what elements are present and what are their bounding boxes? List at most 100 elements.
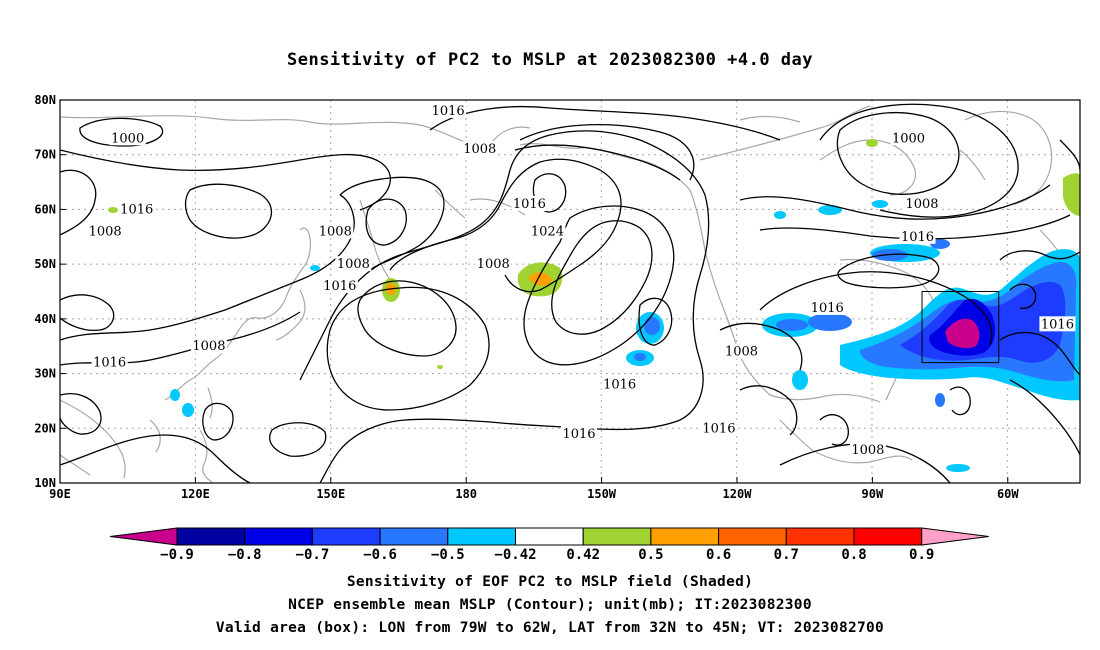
footer-line-1: Sensitivity of EOF PC2 to MSLP field (Sh… xyxy=(346,574,754,590)
lon-label: 60W xyxy=(997,487,1019,501)
lon-label: 180 xyxy=(455,487,477,501)
lat-label: 60N xyxy=(34,202,56,216)
colorbar-label: 0.9 xyxy=(909,547,934,563)
lat-label: 10N xyxy=(34,476,56,490)
colorbar-label: 0.42 xyxy=(566,547,600,563)
map-frame xyxy=(59,99,1081,484)
contour-label-bg xyxy=(809,299,846,315)
colorbar-segment xyxy=(447,527,516,546)
lon-label: 150W xyxy=(587,487,617,501)
contour-label-bg xyxy=(335,256,372,272)
colorbar-label: 0.5 xyxy=(638,547,663,563)
lat-label: 50N xyxy=(34,257,56,271)
contour-label: 1016 xyxy=(120,202,153,217)
contour-label-bg xyxy=(461,141,498,157)
contour-label: 1008 xyxy=(851,443,884,458)
lon-label: 90W xyxy=(862,487,884,501)
colorbar-segment xyxy=(785,527,855,546)
colorbar-segment xyxy=(311,527,381,546)
contour-labels: 1000 1016 1008 1008 1016 1008 1016 1024 1008 1008… xyxy=(87,102,1076,458)
colorbar-segment xyxy=(515,527,584,546)
contour-label-bg xyxy=(904,195,941,211)
contour-label-bg xyxy=(1039,316,1076,332)
contour-label-bg xyxy=(601,376,638,392)
footer-line-2: NCEP ensemble mean MSLP (Contour); unit(… xyxy=(288,597,812,613)
contour-label-bg xyxy=(118,201,155,217)
contour-label-bg xyxy=(561,425,598,441)
contour-label: 1016 xyxy=(811,301,844,316)
contour-label: 1016 xyxy=(603,378,636,393)
contour-label-bg xyxy=(899,228,936,244)
colorbar-label: −0.42 xyxy=(494,547,536,563)
contour-label: 1008 xyxy=(319,224,352,239)
contour-label: 1016 xyxy=(702,421,735,436)
contour-label-bg xyxy=(529,223,566,239)
lat-label: 30N xyxy=(34,367,56,381)
lon-label: 150E xyxy=(316,487,345,501)
latitude-axis: 80N 70N 60N 50N 40N 30N 20N 10N xyxy=(34,93,66,490)
contour-label-bg xyxy=(430,102,467,118)
colorbar-label: −0.7 xyxy=(296,547,330,563)
lat-label: 80N xyxy=(34,93,56,107)
contour-label-bg xyxy=(849,442,886,458)
contour-label-bg xyxy=(890,130,927,146)
colorbar-label: 0.6 xyxy=(706,547,731,563)
contour-label: 1000 xyxy=(892,131,925,146)
contour-label-bg xyxy=(700,420,737,436)
colorbar-label: −0.8 xyxy=(228,547,262,563)
contour-label: 1008 xyxy=(905,197,938,212)
contour-label: 1008 xyxy=(463,142,496,157)
contour-label: 1016 xyxy=(562,427,595,442)
contour-label-bg xyxy=(511,195,548,211)
contour-label: 1016 xyxy=(901,230,934,245)
contour-label: 1008 xyxy=(477,257,510,272)
colorbar-segment xyxy=(853,527,923,546)
contour-label: 1016 xyxy=(323,279,356,294)
longitude-axis: 90E 120E 150E 180 150W 120W 90W 60W xyxy=(49,477,1019,501)
colorbar-segment xyxy=(718,527,787,546)
contour-label: 1016 xyxy=(432,104,465,119)
colorbar-segment xyxy=(650,527,720,546)
sensitivity-shading xyxy=(108,139,1080,472)
contour-label-bg xyxy=(109,130,146,146)
contour-label-bg xyxy=(321,278,358,294)
colorbar-label: 0.8 xyxy=(841,547,866,563)
colorbar-segment xyxy=(244,527,313,546)
contour-label-bg xyxy=(87,223,124,239)
lat-label: 40N xyxy=(34,312,56,326)
lat-label: 20N xyxy=(34,421,56,435)
contour-label: 1024 xyxy=(531,224,564,239)
contour-label: 1016 xyxy=(1041,317,1074,332)
colorbar-label: −0.6 xyxy=(363,547,397,563)
contour-label: 1008 xyxy=(192,339,225,354)
map-area xyxy=(60,100,1080,483)
contour-label-bg xyxy=(91,354,128,370)
colorbar-segment xyxy=(379,527,449,546)
lon-label: 120E xyxy=(181,487,210,501)
footer-line-3: Valid area (box): LON from 79W to 62W, L… xyxy=(215,620,885,636)
lon-label: 90E xyxy=(49,487,71,501)
contour-label-bg xyxy=(190,338,227,354)
colorbar: −0.9 −0.8 −0.7 −0.6 −0.5 −0.42 0.42 0.5 0.6 0.7 0.… xyxy=(109,527,989,563)
colorbar-label: −0.9 xyxy=(160,547,194,563)
colorbar-segment xyxy=(176,527,246,546)
graticule xyxy=(60,100,1080,483)
contour-label-bg xyxy=(317,223,354,239)
contour-label-bg xyxy=(475,256,512,272)
valid-area-box xyxy=(921,291,1000,364)
contour-label: 1008 xyxy=(89,224,122,239)
contour-label: 1016 xyxy=(93,356,126,371)
lat-label: 70N xyxy=(34,148,56,162)
figure-title: Sensitivity of PC2 to MSLP at 2023082300… xyxy=(286,50,813,70)
lon-label: 120W xyxy=(723,487,753,501)
colorbar-min-triangle xyxy=(109,527,178,546)
colorbar-label: 0.7 xyxy=(774,547,799,563)
contour-label-bg xyxy=(723,343,760,359)
colorbar-segment xyxy=(582,527,652,546)
colorbar-label: −0.5 xyxy=(431,547,465,563)
contour-label: 1008 xyxy=(725,345,758,360)
colorbar-max-triangle xyxy=(921,527,989,546)
contour-label: 1000 xyxy=(111,131,144,146)
contour-label: 1008 xyxy=(337,257,370,272)
contour-label: 1016 xyxy=(513,197,546,212)
